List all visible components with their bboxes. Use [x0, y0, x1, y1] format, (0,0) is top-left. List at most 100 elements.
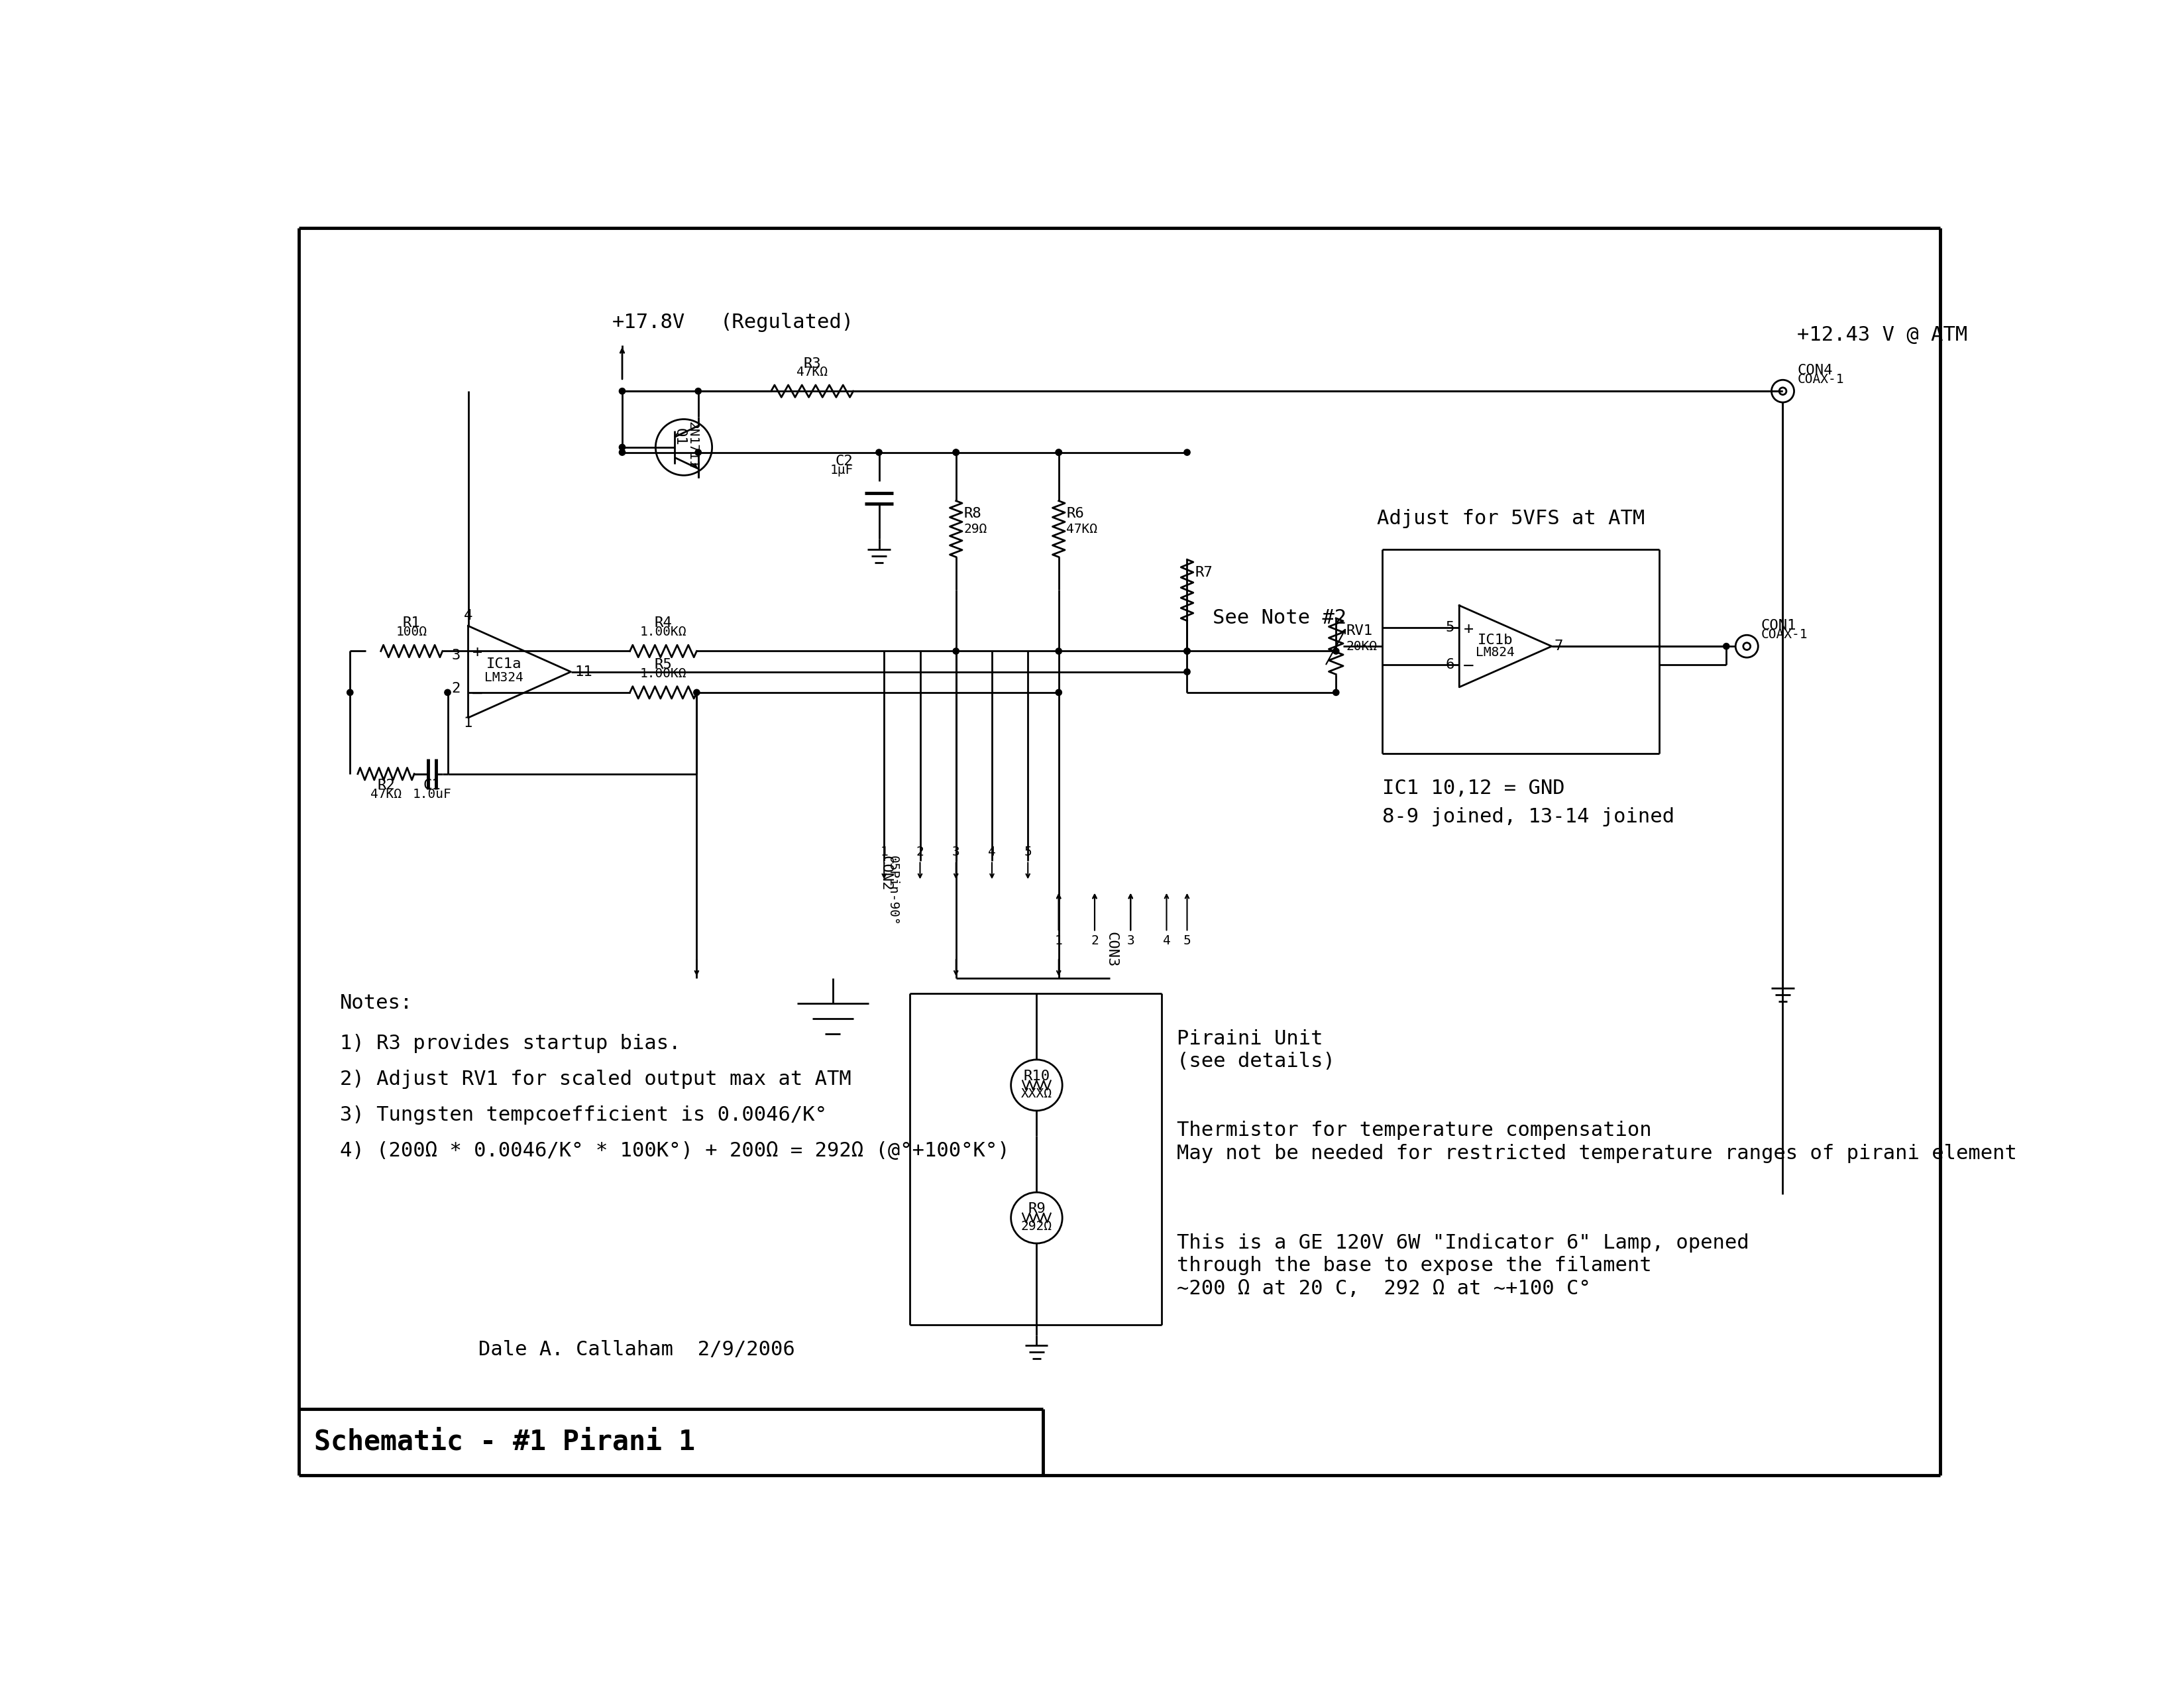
- Circle shape: [1184, 647, 1190, 654]
- Circle shape: [695, 448, 701, 455]
- Circle shape: [1055, 448, 1061, 455]
- Text: R1: R1: [402, 617, 422, 629]
- Text: 1: 1: [463, 717, 472, 730]
- Circle shape: [1055, 647, 1061, 654]
- Text: 1) R3 provides startup bias.: 1) R3 provides startup bias.: [341, 1034, 681, 1054]
- Text: IC1b: IC1b: [1479, 634, 1514, 647]
- Text: 1.00KΩ: 1.00KΩ: [640, 668, 686, 679]
- Text: 4: 4: [987, 845, 996, 858]
- Text: 05Pin-90°: 05Pin-90°: [887, 855, 900, 926]
- Circle shape: [876, 448, 882, 455]
- Text: R5: R5: [655, 658, 673, 671]
- Text: R3: R3: [804, 357, 821, 371]
- Text: COAX-1: COAX-1: [1760, 629, 1808, 641]
- Text: Adjust for 5VFS at ATM: Adjust for 5VFS at ATM: [1378, 509, 1645, 528]
- Circle shape: [446, 690, 450, 696]
- Text: Thermistor for temperature compensation: Thermistor for temperature compensation: [1177, 1121, 1651, 1140]
- Text: LM324: LM324: [485, 671, 524, 685]
- Text: 3: 3: [952, 845, 961, 858]
- Text: COAX-1: COAX-1: [1797, 373, 1843, 386]
- Text: XXXΩ: XXXΩ: [1022, 1087, 1053, 1101]
- Text: 2: 2: [915, 845, 924, 858]
- Text: 8-9 joined, 13-14 joined: 8-9 joined, 13-14 joined: [1382, 808, 1675, 826]
- Text: IC1 10,12 = GND: IC1 10,12 = GND: [1382, 779, 1566, 797]
- Text: +: +: [1463, 620, 1474, 637]
- Text: C1: C1: [424, 779, 441, 792]
- Text: Dale A. Callaham  2/9/2006: Dale A. Callaham 2/9/2006: [478, 1340, 795, 1359]
- Circle shape: [1184, 669, 1190, 674]
- Text: +17.8V: +17.8V: [612, 312, 686, 332]
- Circle shape: [618, 388, 625, 395]
- Text: 3: 3: [452, 649, 461, 663]
- Text: 47KΩ: 47KΩ: [1066, 523, 1099, 534]
- Text: 2) Adjust RV1 for scaled output max at ATM: 2) Adjust RV1 for scaled output max at A…: [341, 1071, 852, 1089]
- Text: This is a GE 120V 6W "Indicator 6" Lamp, opened: This is a GE 120V 6W "Indicator 6" Lamp,…: [1177, 1232, 1749, 1253]
- Text: R10: R10: [1024, 1069, 1051, 1082]
- Text: −: −: [1463, 656, 1474, 674]
- Text: R9: R9: [1029, 1202, 1046, 1216]
- Text: R2: R2: [378, 779, 395, 792]
- Circle shape: [347, 690, 354, 696]
- Text: R7: R7: [1195, 566, 1212, 578]
- Circle shape: [1184, 647, 1190, 654]
- Text: 2: 2: [1090, 934, 1099, 948]
- Text: (Regulated): (Regulated): [721, 312, 854, 332]
- Circle shape: [1332, 647, 1339, 654]
- Text: −: −: [472, 685, 483, 703]
- Circle shape: [695, 388, 701, 395]
- Text: IC1a: IC1a: [487, 658, 522, 671]
- Circle shape: [1723, 644, 1730, 649]
- Circle shape: [695, 690, 699, 696]
- Circle shape: [1184, 448, 1190, 455]
- Text: +12.43 V @ ATM: +12.43 V @ ATM: [1797, 325, 1968, 344]
- Text: 4: 4: [1162, 934, 1171, 948]
- Text: 1µF: 1µF: [830, 464, 854, 475]
- Text: +: +: [472, 644, 483, 661]
- Text: 20KΩ: 20KΩ: [1345, 641, 1378, 652]
- Text: ~200 Ω at 20 C,  292 Ω at ~+100 C°: ~200 Ω at 20 C, 292 Ω at ~+100 C°: [1177, 1280, 1590, 1298]
- Text: LM824: LM824: [1476, 646, 1516, 659]
- Text: R8: R8: [963, 507, 981, 521]
- Text: 5: 5: [1446, 620, 1455, 634]
- Text: 4) (200Ω * 0.0046/K° * 100K°) + 200Ω = 292Ω (@°+100°K°): 4) (200Ω * 0.0046/K° * 100K°) + 200Ω = 2…: [341, 1141, 1009, 1160]
- Text: R4: R4: [655, 617, 673, 629]
- Text: C2: C2: [836, 455, 854, 469]
- Text: 1: 1: [880, 845, 889, 858]
- Text: 1.00KΩ: 1.00KΩ: [640, 626, 686, 639]
- Circle shape: [618, 448, 625, 455]
- Circle shape: [1332, 690, 1339, 696]
- Circle shape: [1055, 690, 1061, 696]
- Text: 5: 5: [1184, 934, 1190, 948]
- Text: 2: 2: [452, 681, 461, 695]
- Text: 5: 5: [1024, 845, 1031, 858]
- Text: RV1: RV1: [1345, 624, 1374, 637]
- Text: 29Ω: 29Ω: [963, 523, 987, 534]
- Text: CON1: CON1: [1760, 619, 1797, 632]
- Text: May not be needed for restricted temperature ranges of pirani element: May not be needed for restricted tempera…: [1177, 1143, 2018, 1163]
- Text: 6: 6: [1446, 658, 1455, 671]
- Text: 100Ω: 100Ω: [395, 626, 428, 639]
- Circle shape: [952, 448, 959, 455]
- Circle shape: [952, 448, 959, 455]
- Text: 11: 11: [574, 666, 592, 678]
- Text: Piraini Unit: Piraini Unit: [1177, 1028, 1324, 1049]
- Text: CON4: CON4: [1797, 364, 1832, 378]
- Text: R6: R6: [1066, 507, 1083, 521]
- Text: 7: 7: [1555, 639, 1564, 652]
- Text: (see details): (see details): [1177, 1052, 1334, 1071]
- Text: 2N1711: 2N1711: [686, 422, 699, 469]
- Text: CON2: CON2: [878, 855, 893, 890]
- Text: 1: 1: [1055, 934, 1064, 948]
- Text: 47KΩ: 47KΩ: [371, 787, 402, 801]
- Text: Notes:: Notes:: [341, 993, 413, 1013]
- Text: Q1: Q1: [673, 428, 686, 445]
- Text: 3: 3: [1127, 934, 1133, 948]
- Circle shape: [1055, 448, 1061, 455]
- Text: 292Ω: 292Ω: [1022, 1221, 1053, 1232]
- Circle shape: [618, 443, 625, 450]
- Text: 1.0uF: 1.0uF: [413, 787, 452, 801]
- Circle shape: [952, 647, 959, 654]
- Text: 47KΩ: 47KΩ: [797, 366, 828, 378]
- Text: Schematic - #1 Pirani 1: Schematic - #1 Pirani 1: [314, 1428, 695, 1455]
- Text: CON3: CON3: [1105, 932, 1118, 968]
